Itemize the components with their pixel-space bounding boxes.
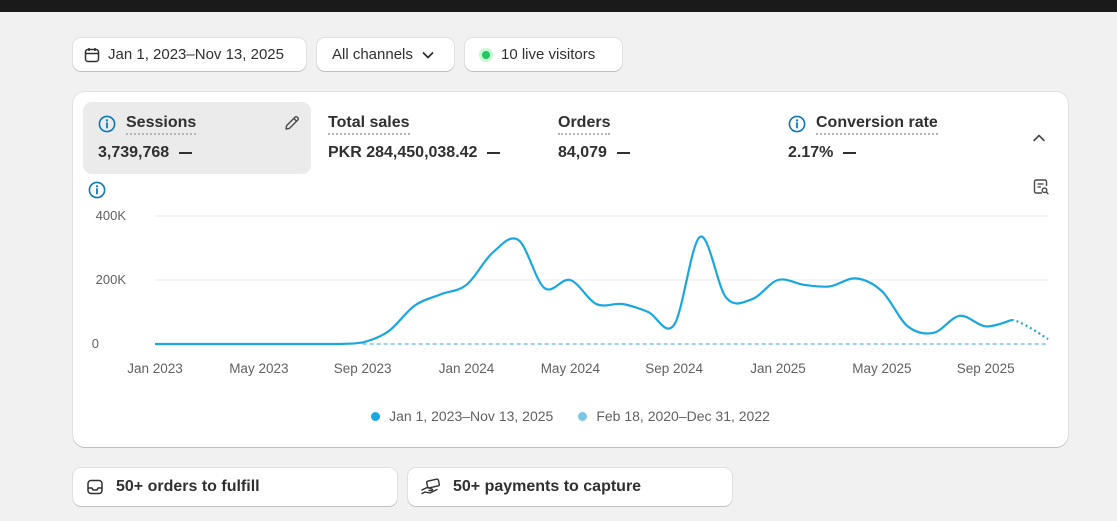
series-primary-partial-line bbox=[1011, 318, 1049, 341]
dash-icon bbox=[843, 152, 857, 154]
x-tick-label: Sep 2023 bbox=[334, 361, 392, 376]
metric-value: 2.17% bbox=[788, 144, 834, 161]
calendar-icon bbox=[84, 47, 100, 62]
metric-label: Conversion rate bbox=[816, 114, 938, 135]
legend-swatch bbox=[371, 411, 381, 421]
legend-item-comparison[interactable]: Feb 18, 2020–Dec 31, 2022 bbox=[578, 408, 770, 424]
metric-orders[interactable]: Orders 84,079 bbox=[543, 102, 763, 174]
y-tick-label: 400K bbox=[96, 208, 127, 223]
chart-legend: Jan 1, 2023–Nov 13, 2025 Feb 18, 2020–De… bbox=[73, 408, 1068, 424]
task-label: 50+ payments to capture bbox=[453, 478, 642, 495]
series-primary-line bbox=[155, 235, 1013, 346]
task-label: 50+ orders to fulfill bbox=[116, 478, 260, 495]
live-visitors-label: 10 live visitors bbox=[501, 46, 596, 63]
date-range-button[interactable]: Jan 1, 2023–Nov 13, 2025 bbox=[73, 38, 306, 71]
live-dot-icon bbox=[479, 47, 493, 62]
legend-item-current[interactable]: Jan 1, 2023–Nov 13, 2025 bbox=[371, 408, 553, 424]
x-tick-label: Jan 2025 bbox=[750, 361, 806, 376]
metric-sessions[interactable]: Sessions 3,739,768 bbox=[83, 102, 311, 174]
metric-value: PKR 284,450,038.42 bbox=[328, 144, 478, 161]
channels-label: All channels bbox=[332, 46, 413, 63]
info-icon[interactable] bbox=[788, 115, 806, 133]
x-tick-label: Sep 2025 bbox=[957, 361, 1015, 376]
report-search-icon[interactable] bbox=[1032, 178, 1050, 196]
legend-label: Jan 1, 2023–Nov 13, 2025 bbox=[389, 408, 554, 424]
info-icon[interactable] bbox=[98, 115, 116, 133]
y-tick-label: 0 bbox=[92, 336, 99, 351]
analytics-card: Sessions 3,739,768 Total sales PKR 284,4… bbox=[73, 92, 1068, 447]
dash-icon bbox=[179, 152, 193, 154]
live-visitors-button[interactable]: 10 live visitors bbox=[465, 38, 622, 71]
x-tick-label: Jan 2023 bbox=[127, 361, 183, 376]
legend-swatch bbox=[578, 411, 588, 421]
x-tick-label: May 2025 bbox=[852, 361, 911, 376]
dash-icon bbox=[616, 152, 630, 154]
x-tick-label: May 2024 bbox=[541, 361, 601, 376]
x-tick-label: May 2023 bbox=[229, 361, 288, 376]
sessions-chart: 0 200K 400K Jan 2023 May 2023 Sep 2023 Jan 202… bbox=[92, 208, 1049, 376]
orders-to-fulfill-button[interactable]: 50+ orders to fulfill bbox=[73, 468, 397, 506]
top-bar bbox=[0, 0, 1117, 12]
info-icon[interactable] bbox=[88, 181, 106, 199]
metric-label: Total sales bbox=[328, 114, 410, 135]
metric-label: Sessions bbox=[126, 114, 197, 135]
metric-total-sales[interactable]: Total sales PKR 284,450,038.42 bbox=[313, 102, 533, 174]
inbox-icon bbox=[87, 479, 103, 495]
x-tick-label: Jan 2024 bbox=[439, 361, 495, 376]
metric-value: 84,079 bbox=[558, 144, 607, 161]
metric-value: 3,739,768 bbox=[98, 144, 170, 161]
channels-dropdown[interactable]: All channels bbox=[317, 38, 454, 71]
chevron-down-icon bbox=[422, 51, 434, 58]
y-tick-label: 200K bbox=[96, 272, 127, 287]
dash-icon bbox=[487, 152, 501, 154]
chevron-up-icon[interactable] bbox=[1031, 130, 1047, 146]
metric-label: Orders bbox=[558, 114, 611, 135]
x-tick-label: Sep 2024 bbox=[645, 361, 703, 376]
date-range-label: Jan 1, 2023–Nov 13, 2025 bbox=[108, 46, 284, 63]
pencil-icon[interactable] bbox=[283, 114, 301, 132]
payments-to-capture-button[interactable]: 50+ payments to capture bbox=[408, 468, 732, 506]
hand-money-icon bbox=[421, 478, 441, 495]
legend-label: Feb 18, 2020–Dec 31, 2022 bbox=[596, 408, 770, 424]
metric-conversion-rate[interactable]: Conversion rate 2.17% bbox=[773, 102, 993, 174]
